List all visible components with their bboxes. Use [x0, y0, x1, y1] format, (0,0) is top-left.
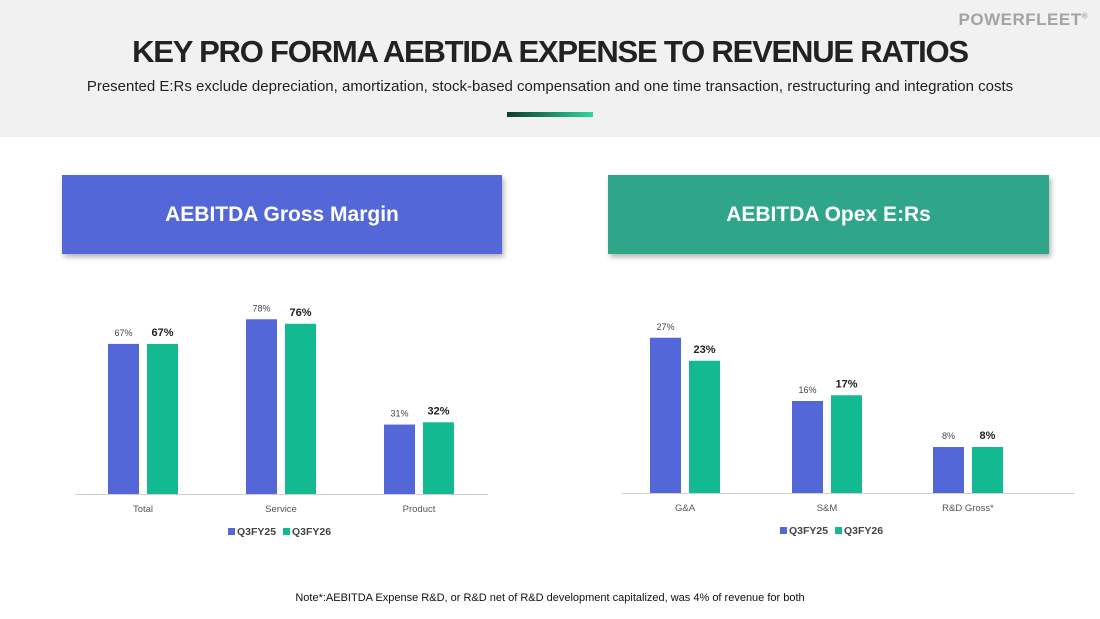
legend-label: Q3FY25	[237, 526, 276, 538]
data-label: 17%	[835, 378, 857, 390]
bar-q3fy26	[689, 360, 720, 493]
legend-label: Q3FY25	[789, 525, 828, 537]
bar-q3fy25	[792, 401, 823, 493]
x-tick-label: G&A	[675, 503, 696, 514]
x-tick-label: Total	[133, 504, 153, 515]
powerfleet-logo: POWERFLEET®	[958, 10, 1088, 29]
data-label: 78%	[252, 303, 270, 313]
x-tick-label: Service	[265, 504, 297, 515]
bar-q3fy25	[384, 424, 415, 494]
opex-panel: AEBITDA Opex E:Rs	[608, 175, 1049, 254]
bar-q3fy25	[246, 319, 277, 494]
legend-swatch	[283, 528, 290, 535]
data-label: 67%	[151, 327, 173, 339]
data-label: 8%	[980, 430, 996, 442]
legend-label: Q3FY26	[292, 526, 331, 538]
legend-swatch	[780, 527, 787, 534]
bar-q3fy25	[650, 337, 681, 493]
data-label: 67%	[114, 328, 132, 338]
data-label: 31%	[390, 409, 408, 419]
data-label: 32%	[427, 405, 449, 417]
x-tick-label: S&M	[817, 503, 838, 514]
data-label: 27%	[656, 322, 674, 332]
legend-label: Q3FY26	[844, 525, 883, 537]
legend-swatch	[228, 528, 235, 535]
gross-margin-panel: AEBITDA Gross Margin	[62, 175, 502, 254]
data-label: 23%	[693, 344, 715, 356]
header: POWERFLEET® KEY PRO FORMA AEBTIDA EXPENS…	[0, 0, 1100, 137]
bar-q3fy25	[933, 447, 964, 493]
page-subtitle: Presented E:Rs exclude depreciation, amo…	[86, 78, 1014, 95]
data-label: 8%	[942, 431, 955, 441]
x-tick-label: Product	[403, 504, 436, 515]
accent-bar	[507, 112, 593, 117]
page-title: KEY PRO FORMA AEBTIDA EXPENSE TO REVENUE…	[132, 34, 969, 69]
bar-q3fy26	[147, 343, 178, 494]
x-tick-label: R&D Gross*	[942, 503, 994, 514]
bar-q3fy26	[831, 395, 862, 493]
bar-q3fy26	[285, 323, 316, 494]
bar-q3fy26	[972, 447, 1003, 493]
legend-swatch	[835, 527, 842, 534]
bar-q3fy25	[108, 343, 139, 494]
bar-q3fy26	[423, 422, 454, 494]
footnote: Note*:AEBITDA Expense R&D, or R&D net of…	[295, 592, 805, 604]
data-label: 16%	[798, 385, 816, 395]
data-label: 76%	[289, 307, 311, 319]
